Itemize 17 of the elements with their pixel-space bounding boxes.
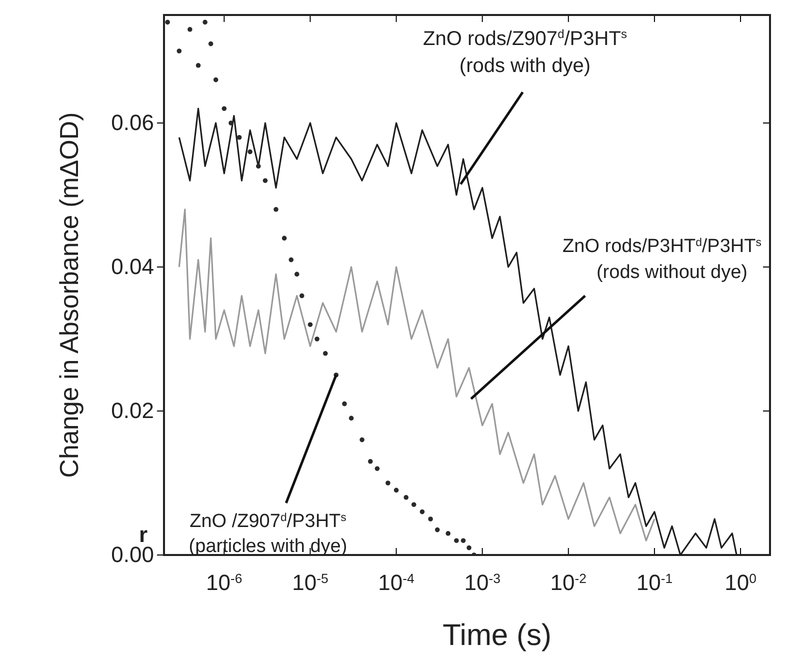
x-axis-title: Time (s): [442, 619, 552, 652]
y-tick-label: 0.04: [111, 254, 154, 280]
annotation: (rods with dye): [459, 55, 591, 77]
x-tick-label: 10$^{-1}$: [636, 570, 673, 595]
y-tick-label: 0.02: [111, 398, 154, 424]
x-tick-label: 10$^{-6}$: [206, 570, 242, 595]
y-axis-title: Change in Absorbance (mΔOD): [54, 112, 84, 478]
x-tick-label: 10$^{-4}$: [378, 570, 414, 595]
annotation: ZnO rods/P3HT$^{d}$/P3HT$^{s}$: [562, 236, 762, 257]
annotation: ZnO /Z907$^{d}$/P3HT$^{s}$: [190, 511, 347, 532]
x-tick-label: 10$^{-5}$: [292, 570, 328, 595]
y-tick-label: 0.06: [111, 110, 154, 136]
x-tick-label: 10$^{0}$: [724, 570, 756, 595]
annotation: ZnO rods/Z907$^{d}$/P3HT$^{s}$: [423, 27, 627, 50]
x-tick-label: 10$^{-3}$: [464, 570, 500, 595]
x-tick-label: 10$^{-2}$: [550, 570, 587, 595]
annotation: (rods without dye): [596, 262, 748, 283]
